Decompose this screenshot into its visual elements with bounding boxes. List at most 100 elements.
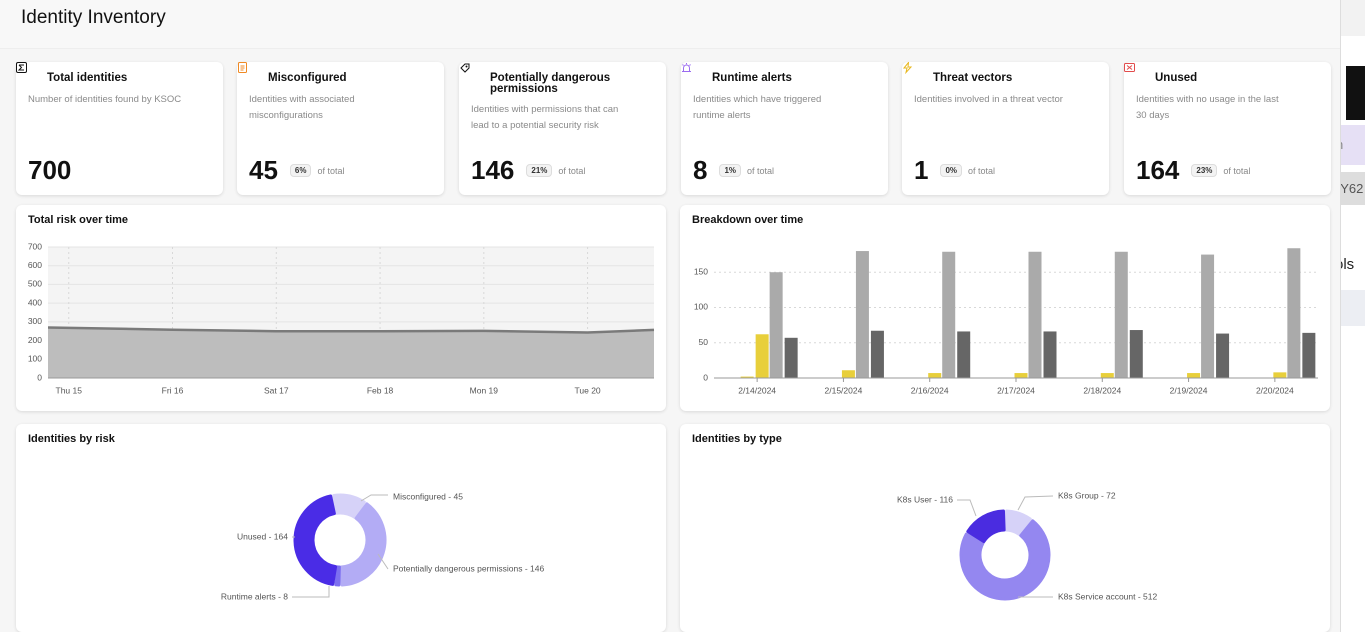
card-description: Identities involved in a threat vector [914,94,1063,105]
card-icon [16,62,27,73]
card-icon [238,62,247,73]
y-tick-label: 150 [694,266,708,276]
bar [1114,251,1128,378]
side-block [1346,66,1365,120]
x-tick-label: 2/19/2024 [1170,385,1208,395]
card-description: Identities with permissions that can lea… [471,104,619,131]
y-tick-label: 0 [703,372,708,382]
card-value: 45 [249,155,278,185]
bar [942,251,956,378]
card-percent: 0% [940,164,963,177]
donut-segment [1004,509,1032,537]
card-description: Identities which have triggered runtime … [693,94,822,121]
y-tick-label: 200 [28,335,42,345]
bar [957,331,971,378]
card-percent: 1% [719,164,742,177]
bar [755,334,769,378]
y-tick-label: 500 [28,279,42,289]
bar [1129,330,1143,378]
card-percent: 6% [289,164,312,177]
donut-segment [339,502,387,587]
area-fill [48,327,654,378]
x-tick-label: Feb 18 [367,385,394,395]
side-text: oY62 [1340,181,1364,196]
card-value-row: 45 6% of total [249,155,345,186]
area-line [47,326,655,334]
bar [1216,333,1230,378]
bar [1187,373,1201,378]
card-value: 1 [914,155,929,185]
page-title: Identity Inventory [21,7,166,28]
bar [769,272,783,378]
bar [1273,372,1287,378]
side-band [1341,172,1365,205]
side-band [1341,290,1365,326]
card-value: 164 [1136,155,1180,185]
card-title: Potentially dangerous permissions [490,72,611,95]
segment-label: Potentially dangerous permissions - 146 [393,563,544,573]
x-tick-label: 2/16/2024 [911,385,949,395]
y-tick-label: 600 [28,260,42,270]
segment-label: K8s Service account - 512 [1058,591,1157,601]
card-percent-suffix: of total [558,165,586,176]
card-icon [460,63,470,73]
donut-segment [959,519,1051,601]
leader-line [360,494,388,502]
card-value-row: 146 21% of total [471,155,585,186]
x-tick-label: Tue 20 [575,385,601,395]
leader-line [1017,495,1054,511]
bar [740,376,754,378]
x-tick-label: 2/14/2024 [738,385,776,395]
bar [1100,373,1114,378]
chart: K8s Group - 72 K8s Service account - 512 K… [897,490,1158,601]
chart-card: K8s Group - 72 K8s Service account - 512 K… [680,424,1330,632]
bar [841,370,855,378]
bar [1302,332,1316,378]
y-tick-label: 300 [28,316,42,326]
card-value-row: 8 1% of total [693,155,774,186]
leader-line [957,499,977,517]
y-tick-label: 700 [28,241,42,251]
bar [870,330,884,378]
x-tick-label: Thu 15 [56,385,83,395]
x-tick-label: 2/15/2024 [825,385,863,395]
card-percent-suffix: of total [747,165,775,176]
card-value: 8 [693,155,708,185]
stat-card: Potentially dangerous permissions Identit… [459,62,666,195]
y-tick-label: 400 [28,297,42,307]
bar [1043,331,1057,378]
stat-card: Misconfigured Identities with associated … [237,62,444,195]
y-tick-label: 0 [37,372,42,382]
chart-card: 0 100 200 300 400 500 600 700 Thu 15 Fri 16 Sat 17… [16,205,666,411]
card-value-row: 700 [28,155,83,186]
x-tick-label: 2/18/2024 [1083,385,1121,395]
x-tick-label: Mon 19 [470,385,499,395]
card-description: Number of identities found by KSOC [28,94,182,105]
chart: 0 50 100 150 2/14/2024 2/15/2024 2/16/2024 2/17… [694,248,1318,395]
segment-label: Runtime alerts - 8 [221,591,288,601]
card-title: Unused [1155,72,1198,84]
x-tick-label: 2/20/2024 [1256,385,1294,395]
bar [1014,373,1028,378]
card-description: Identities with associated misconfigurat… [249,94,355,121]
bar [928,373,942,378]
segment-label: K8s Group - 72 [1058,490,1116,500]
bar [855,251,869,378]
segment-label: Misconfigured - 45 [393,491,463,501]
side-bar [1341,0,1365,36]
leader-line [377,553,389,570]
card-value: 146 [471,155,515,185]
donut-segment [293,494,338,586]
donut-segment [334,565,341,587]
card-percent-suffix: of total [1223,165,1251,176]
card-value: 700 [28,155,72,185]
chart-title: Identities by risk [28,433,115,445]
card-icon [902,62,913,74]
card-value-row: 164 23% of total [1136,155,1250,186]
donut-segment [332,493,366,519]
y-tick-label: 50 [699,337,709,347]
card-value-row: 1 0% of total [914,155,995,186]
card-percent: 23% [1191,164,1218,177]
card-percent-suffix: of total [968,165,996,176]
